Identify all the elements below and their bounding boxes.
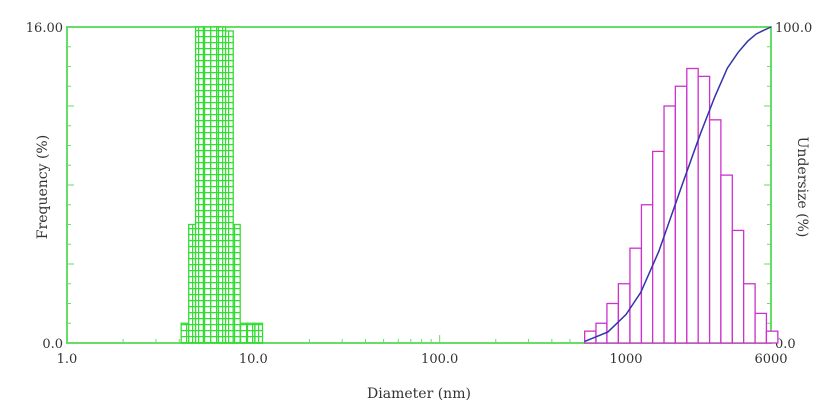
magenta-histogram-bar: [663, 105, 676, 344]
x-tick-label: 100.0: [421, 352, 458, 367]
y2-tick-label: 100.0: [775, 21, 812, 36]
green-histogram-bar: [188, 223, 197, 344]
green-histogram-bar: [194, 26, 205, 344]
green-histogram-bar: [202, 26, 212, 344]
green-histogram-bar: [224, 30, 234, 344]
x-tick-label: 6000: [754, 352, 787, 367]
histogram-bars: [180, 26, 779, 344]
green-histogram-bar: [246, 322, 256, 344]
magenta-histogram-bar: [652, 150, 665, 344]
y2-axis-title: Undersize (%): [794, 137, 810, 238]
undersize-curve: [584, 26, 772, 343]
magenta-histogram-bar: [617, 283, 631, 344]
y-tick-label: 0.0: [42, 337, 63, 352]
magenta-histogram-bar: [674, 85, 688, 344]
x-axis-title: Diameter (nm): [367, 386, 471, 402]
magenta-histogram-bar: [720, 174, 733, 344]
magenta-histogram-bar: [640, 204, 654, 344]
x-tick-label: 10.0: [239, 352, 268, 367]
magenta-histogram-bar: [686, 67, 699, 344]
y-axis-title: Frequency (%): [35, 135, 51, 239]
cumulative-curve: [584, 26, 772, 343]
magenta-histogram-bar: [708, 119, 722, 344]
magenta-histogram-bar: [731, 229, 745, 344]
green-histogram-bar: [209, 26, 220, 344]
green-histogram-bar: [217, 26, 227, 344]
y2-tick-label: 0.0: [775, 337, 796, 352]
x-tick-label: 1000: [609, 352, 642, 367]
magenta-histogram-bar: [743, 283, 756, 344]
x-tick-label: 1.0: [57, 352, 78, 367]
magenta-histogram-bar: [765, 330, 779, 344]
green-histogram-bar: [239, 322, 249, 344]
magenta-histogram-bar: [629, 247, 643, 344]
magenta-histogram-bar: [754, 312, 768, 344]
green-histogram-bar: [180, 322, 190, 344]
green-histogram-bar: [232, 223, 241, 344]
tick-labels: 1.0 10.0 100.0 1000 6000 16.00 0.0 100.0 0.0: [26, 21, 812, 367]
green-histogram-bar: [254, 322, 264, 344]
y-tick-label: 16.00: [26, 21, 63, 36]
